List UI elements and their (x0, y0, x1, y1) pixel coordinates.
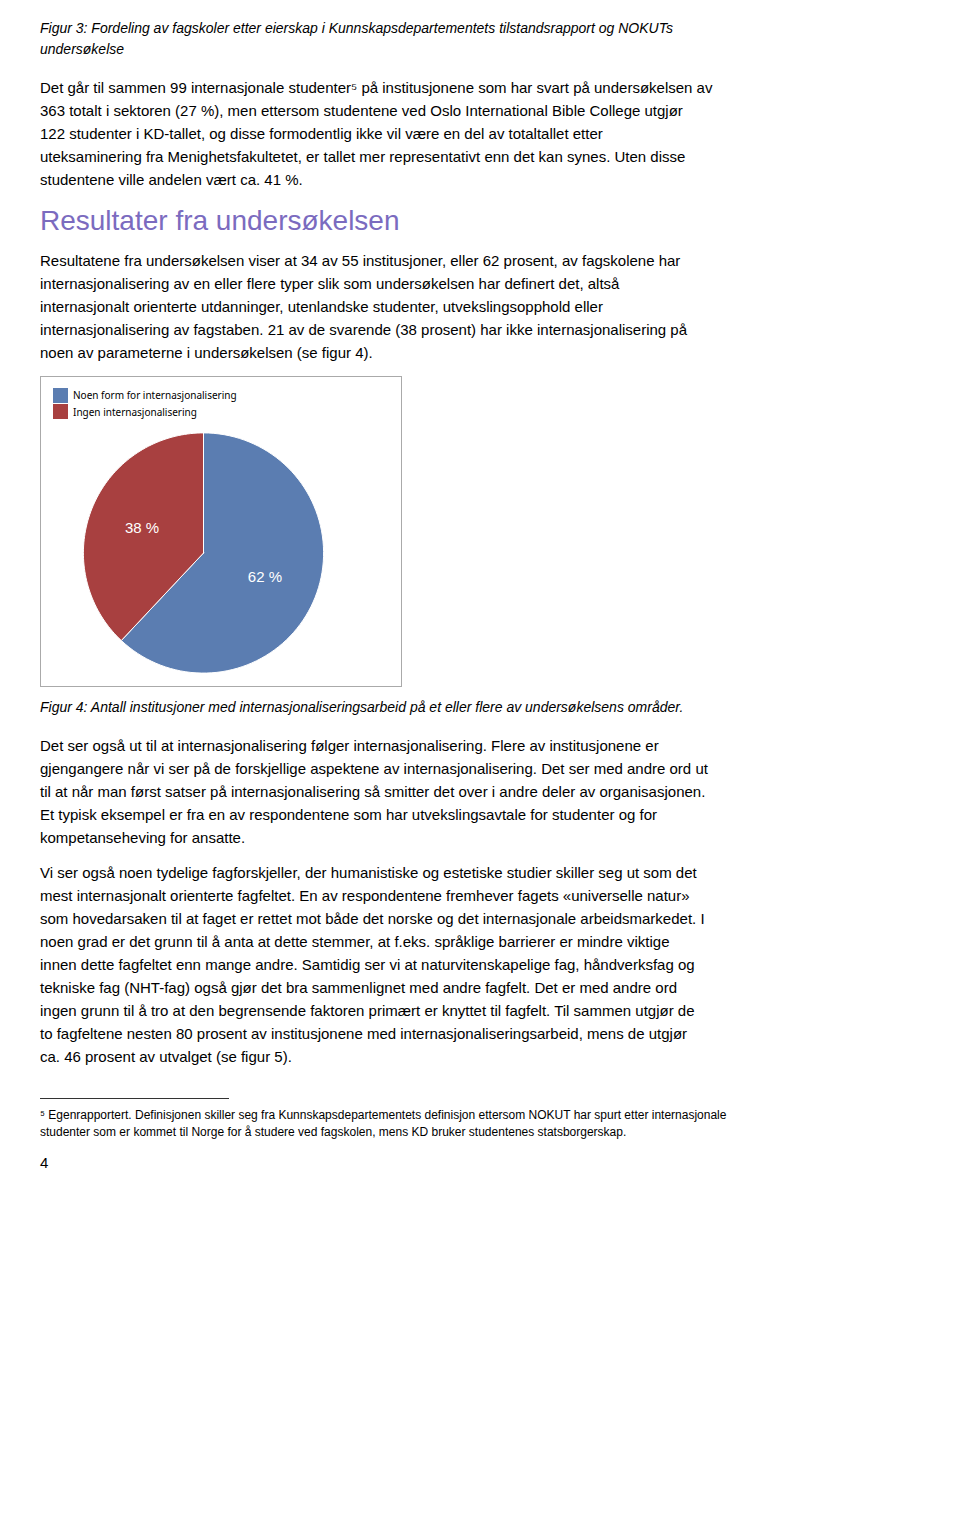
html-text:ca. 46 prosent av utvalget (se: ca. 46 prosent av utvalget (se figur 5). (40, 1048, 292, 1065)
html-text:studenter som er kommet til No: studenter som er kommet til Norge for å … (40, 1125, 627, 1139)
html-text:to fagfeltene nesten 80 prosen: to fagfeltene nesten 80 prosent av insti… (40, 1025, 688, 1042)
html-text:Vi ser også noen tydelige fagf: Vi ser også noen tydelige fagforskjeller… (40, 864, 697, 881)
html-text:Et typisk eksempel er fra en a: Et typisk eksempel er fra en av responde… (40, 806, 657, 823)
html-text:uteksaminering fra Menighetsfa: uteksaminering fra Menighetsfakultetet, … (40, 148, 686, 165)
html-text:gjengangere når vi ser på de f: gjengangere når vi ser på de forskjellig… (40, 760, 708, 777)
html-text:Resultater fra undersøkelsen: Resultater fra undersøkelsen (40, 205, 400, 236)
html-text:internasjonalisering av en ell: internasjonalisering av en eller flere t… (40, 275, 620, 292)
html-text:studentene ville andelen vært: studentene ville andelen vært ca. 41 %. (40, 171, 303, 188)
svg-text:62 %: 62 % (248, 568, 282, 585)
html-text:Det går til sammen 99 internas: Det går til sammen 99 internasjonale stu… (40, 79, 713, 96)
html-text:Ingen internasjonalisering: Ingen internasjonalisering (73, 404, 197, 419)
html-text:som hovedarsaken til at faget: som hovedarsaken til at faget er rettet … (40, 910, 705, 927)
html-text:Figur 3: Fordeling av fagskole: Figur 3: Fordeling av fagskoler etter ei… (40, 20, 673, 36)
html-text:ingen grunn til å tro at den b: ingen grunn til å tro at den begrensende… (40, 1002, 695, 1019)
html-text:122 studenter i KD-tallet, og: 122 studenter i KD-tallet, og disse form… (40, 125, 603, 142)
html-text:undersøkelse: undersøkelse (40, 41, 124, 57)
html-text:Det ser også ut til at interna: Det ser også ut til at internasjonaliser… (40, 737, 659, 754)
html-text:⁵ Egenrapportert. Definisjonen: ⁵ Egenrapportert. Definisjonen skiller s… (40, 1108, 727, 1122)
html-text:noen av parameterne i undersøk: noen av parameterne i undersøkelsen (se … (40, 344, 373, 361)
html-text:kompetanseheving for ansatte.: kompetanseheving for ansatte. (40, 829, 246, 846)
html-text:363 totalt i sektoren (27 %),: 363 totalt i sektoren (27 %), men etters… (40, 102, 683, 119)
html-text:4: 4 (40, 1154, 49, 1171)
svg-text:38 %: 38 % (125, 519, 159, 536)
html-text:Noen form for internasjonalise: Noen form for internasjonalisering (73, 388, 237, 403)
html-text:mest internasjonalt orienterte: mest internasjonalt orienterte fagfeltet… (40, 887, 690, 904)
html-text:Figur 4: Antall institusjoner: Figur 4: Antall institusjoner med intern… (40, 699, 684, 715)
html-text:innen dette fagfeltet enn mang: innen dette fagfeltet enn mange andre. S… (40, 956, 695, 973)
html-text:internasjonalt orienterte utda: internasjonalt orienterte utdanninger, u… (40, 298, 603, 315)
html-text:til at når man først satser på: til at når man først satser på internasj… (40, 783, 706, 800)
html-text:Resultatene fra undersøkelsen: Resultatene fra undersøkelsen viser at 3… (40, 252, 681, 269)
html-text:noen grad er det grunn til å a: noen grad er det grunn til å anta at det… (40, 933, 670, 950)
html-text:tekniske fag (NHT-fag) også gj: tekniske fag (NHT-fag) også gjør det bra… (40, 979, 677, 996)
html-text:internasjonalisering av fagsta: internasjonalisering av fagstaben. 21 av… (40, 321, 688, 338)
